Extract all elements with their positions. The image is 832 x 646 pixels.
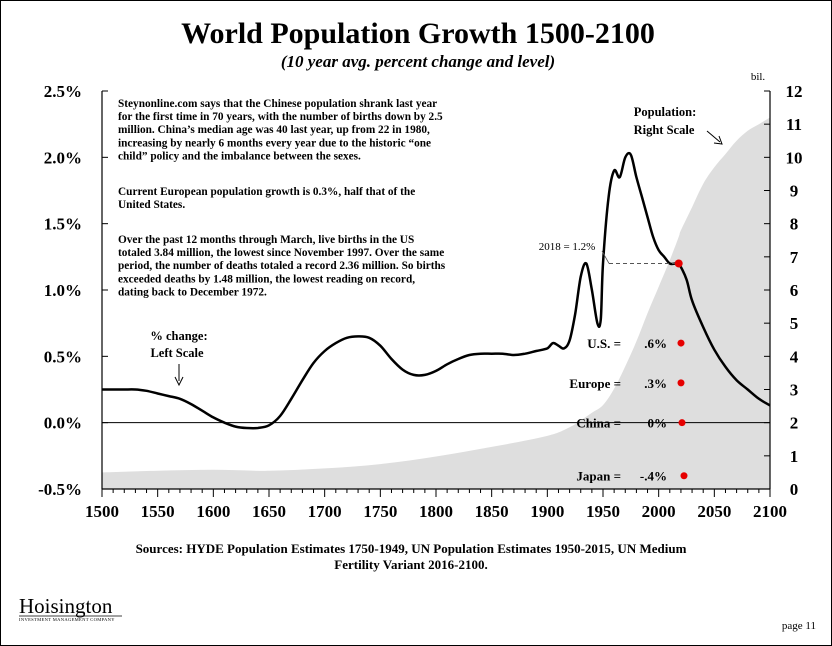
x-tick-label: 2050 [697, 502, 731, 521]
country-label: Japan = [576, 469, 621, 484]
country-marker [679, 419, 686, 426]
chart-subtitle: (10 year avg. percent change and level) [281, 52, 555, 71]
left-tick-label: 0.0% [44, 414, 82, 433]
note-line: increasing by nearly 6 months every year… [118, 137, 431, 149]
page: { "title": "World Population Growth 1500… [0, 0, 832, 646]
x-tick-label: 1950 [586, 502, 620, 521]
note-line: exceeded deaths by 1.48 million, the low… [118, 273, 415, 285]
right-axis-unit: bil. [751, 71, 766, 83]
note-line: Over the past 12 months through March, l… [118, 234, 414, 246]
chart: World Population Growth 1500-2100 (10 ye… [1, 1, 831, 645]
note-line: million. China’s median age was 40 last … [118, 124, 430, 136]
highlight-marker [675, 259, 683, 267]
left-tick-label: 1.5% [44, 215, 82, 234]
x-tick-label: 1600 [196, 502, 230, 521]
right-tick-label: 11 [786, 115, 802, 134]
country-value: 0% [648, 416, 668, 431]
right-tick-label: 8 [790, 215, 799, 234]
note-line: dating back to December 1972. [118, 286, 267, 298]
note-line: Steynonline.com says that the Chinese po… [118, 98, 437, 110]
sources-line-1: Sources: HYDE Population Estimates 1750-… [136, 541, 687, 556]
company-logo: Hoisington [19, 594, 113, 618]
note-line: Current European population growth is 0.… [118, 186, 415, 198]
country-marker [678, 340, 685, 347]
country-value: -.4% [640, 469, 667, 484]
sources-line-2: Fertility Variant 2016-2100. [334, 557, 487, 572]
right-tick-label: 5 [790, 314, 799, 333]
right-tick-label: 7 [790, 248, 799, 267]
right-tick-label: 3 [790, 381, 799, 400]
country-label: U.S. = [587, 336, 621, 351]
note-line: period, the number of deaths totaled a r… [118, 260, 446, 272]
right-tick-label: 4 [790, 347, 799, 366]
note-line: for the first time in 70 years, with the… [118, 111, 443, 123]
right-tick-label: 9 [790, 182, 799, 201]
country-marker [681, 472, 688, 479]
notes: Steynonline.com says that the Chinese po… [118, 98, 446, 298]
right-tick-label: 10 [786, 148, 803, 167]
x-tick-label: 1900 [530, 502, 564, 521]
left-tick-label: -0.5% [38, 480, 82, 499]
left-scale-label: % change: [150, 329, 207, 343]
x-tick-label: 1700 [308, 502, 342, 521]
left-tick-label: 1.0% [44, 281, 82, 300]
note-line: United States. [118, 199, 185, 211]
note-line: totaled 3.84 million, the lowest since N… [118, 247, 444, 259]
right-tick-label: 6 [790, 281, 799, 300]
left-tick-label: 2.5% [44, 82, 82, 101]
right-scale-label: Right Scale [634, 123, 695, 137]
country-value: .3% [644, 376, 667, 391]
right-tick-label: 2 [790, 414, 799, 433]
country-label: Europe = [569, 376, 621, 391]
logo-tagline: INVESTMENT MANAGEMENT COMPANY [19, 617, 115, 622]
country-marker [678, 379, 685, 386]
right-tick-label: 12 [786, 82, 803, 101]
x-tick-label: 1800 [419, 502, 453, 521]
x-tick-label: 2100 [753, 502, 787, 521]
x-tick-label: 1650 [252, 502, 286, 521]
note-line: child” policy and the imbalance between … [118, 150, 361, 162]
x-tick-label: 1500 [85, 502, 119, 521]
highlight-label: 2018 = 1.2% [539, 241, 596, 253]
country-value: .6% [644, 336, 667, 351]
x-tick-label: 2000 [642, 502, 676, 521]
x-tick-label: 1750 [363, 502, 397, 521]
right-scale-arrow [707, 131, 720, 142]
left-scale-label: Left Scale [150, 346, 204, 360]
left-tick-label: 0.5% [44, 347, 82, 366]
chart-title: World Population Growth 1500-2100 [181, 17, 655, 50]
x-tick-label: 1850 [475, 502, 509, 521]
x-tick-label: 1550 [141, 502, 175, 521]
right-tick-label: 0 [790, 480, 799, 499]
right-tick-label: 1 [790, 447, 799, 466]
page-number: page 11 [782, 620, 816, 632]
left-tick-label: 2.0% [44, 148, 82, 167]
population-area [102, 118, 770, 490]
right-scale-label: Population: [634, 105, 697, 119]
country-label: China = [576, 416, 621, 431]
